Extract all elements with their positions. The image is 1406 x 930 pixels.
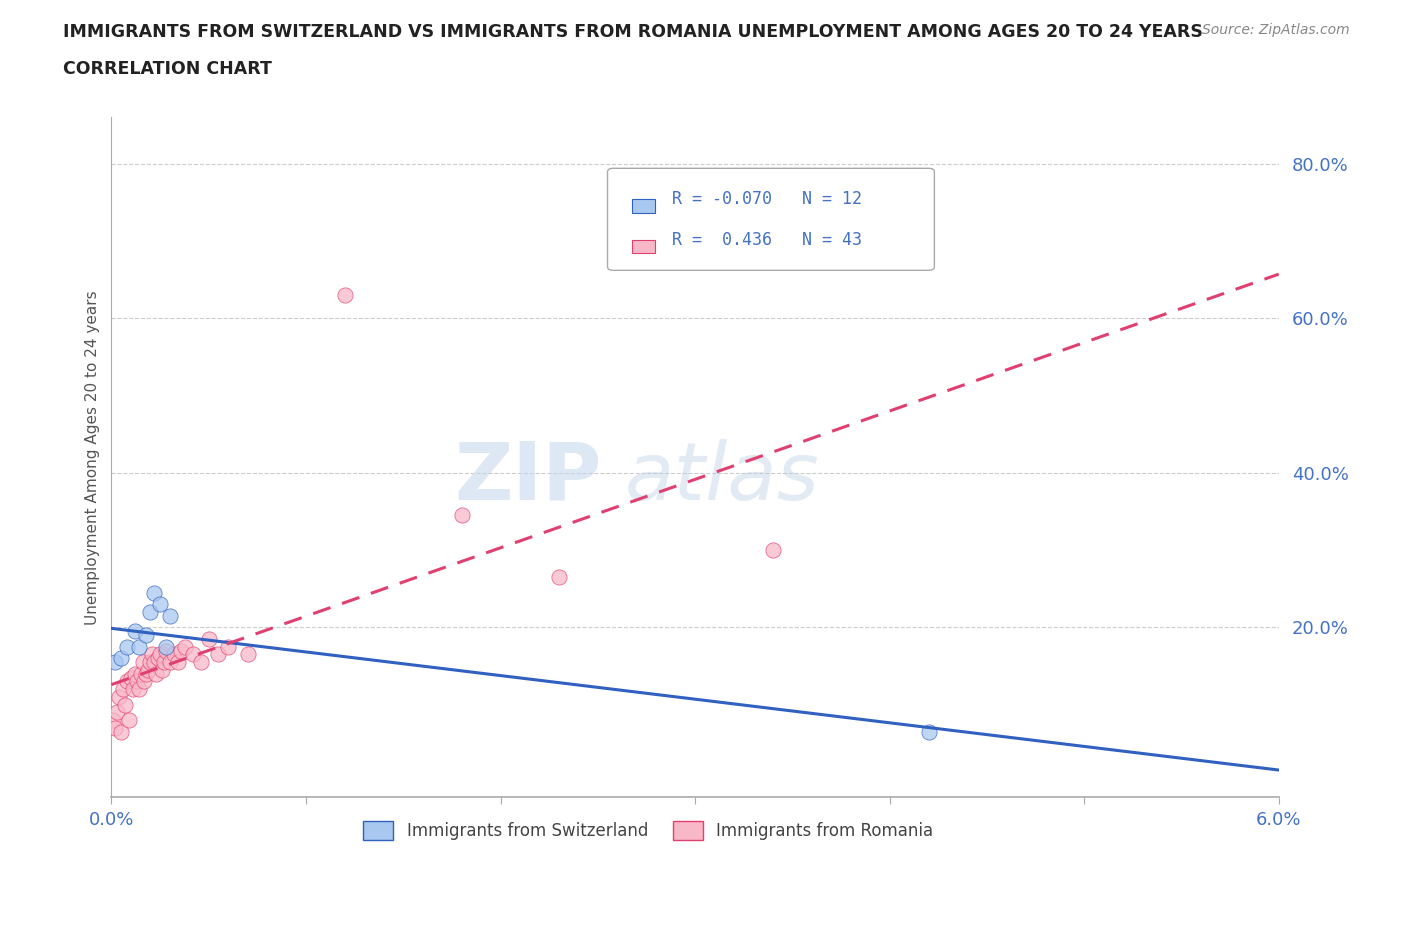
- Text: CORRELATION CHART: CORRELATION CHART: [63, 60, 273, 78]
- Point: [110, 724, 132, 739]
- Text: Source: ZipAtlas.com: Source: ZipAtlas.com: [1202, 23, 1350, 37]
- Point: [548, 570, 571, 585]
- FancyBboxPatch shape: [607, 168, 935, 271]
- Point: [149, 647, 172, 662]
- Point: [155, 643, 177, 658]
- Point: [917, 724, 939, 739]
- Point: [207, 647, 229, 662]
- Point: [146, 651, 169, 666]
- Point: [135, 666, 157, 681]
- Point: [114, 698, 136, 712]
- FancyBboxPatch shape: [633, 199, 655, 213]
- Point: [139, 655, 162, 670]
- Point: [124, 666, 146, 681]
- Point: [217, 639, 239, 654]
- Point: [124, 624, 146, 639]
- Text: atlas: atlas: [626, 439, 820, 517]
- Point: [166, 655, 188, 670]
- Point: [103, 712, 125, 727]
- Point: [105, 705, 128, 720]
- Legend: Immigrants from Switzerland, Immigrants from Romania: Immigrants from Switzerland, Immigrants …: [357, 815, 941, 847]
- Point: [762, 542, 785, 557]
- Point: [139, 604, 162, 619]
- Point: [236, 647, 259, 662]
- Point: [155, 639, 177, 654]
- Point: [104, 721, 127, 736]
- Point: [143, 655, 166, 670]
- Point: [181, 647, 204, 662]
- Point: [135, 628, 157, 643]
- Point: [108, 689, 131, 704]
- Point: [159, 655, 181, 670]
- Point: [190, 655, 212, 670]
- FancyBboxPatch shape: [633, 240, 655, 253]
- Point: [149, 597, 172, 612]
- Point: [115, 639, 138, 654]
- Y-axis label: Unemployment Among Ages 20 to 24 years: Unemployment Among Ages 20 to 24 years: [86, 290, 100, 625]
- Point: [115, 674, 138, 689]
- Point: [128, 639, 150, 654]
- Point: [141, 647, 163, 662]
- Point: [121, 682, 143, 697]
- Point: [145, 666, 167, 681]
- Point: [128, 682, 150, 697]
- Point: [110, 651, 132, 666]
- Point: [104, 655, 127, 670]
- Point: [163, 647, 186, 662]
- Point: [129, 666, 152, 681]
- Text: IMMIGRANTS FROM SWITZERLAND VS IMMIGRANTS FROM ROMANIA UNEMPLOYMENT AMONG AGES 2: IMMIGRANTS FROM SWITZERLAND VS IMMIGRANT…: [63, 23, 1204, 41]
- Point: [134, 674, 156, 689]
- Point: [112, 682, 135, 697]
- Point: [197, 631, 219, 646]
- Text: ZIP: ZIP: [454, 439, 602, 517]
- Point: [143, 585, 166, 600]
- Text: R = -0.070   N = 12: R = -0.070 N = 12: [672, 190, 862, 208]
- Text: R =  0.436   N = 43: R = 0.436 N = 43: [672, 231, 862, 248]
- Point: [333, 287, 356, 302]
- Point: [131, 655, 153, 670]
- Point: [150, 662, 173, 677]
- Point: [138, 662, 160, 677]
- Point: [159, 608, 181, 623]
- Point: [450, 508, 472, 523]
- Point: [153, 655, 176, 670]
- Point: [125, 674, 148, 689]
- Point: [170, 643, 193, 658]
- Point: [174, 639, 197, 654]
- Point: [118, 712, 141, 727]
- Point: [120, 671, 142, 685]
